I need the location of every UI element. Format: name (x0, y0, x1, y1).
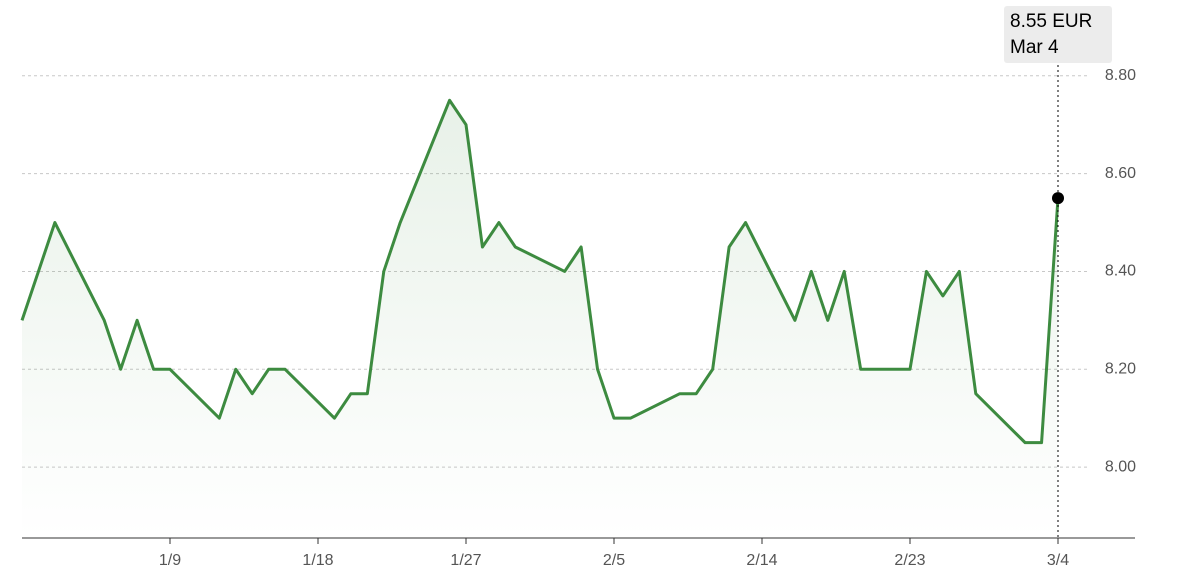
line (20, 98, 1060, 445)
x-tick-label: 1/18 (302, 552, 333, 569)
y-tick-label: 8.00 (1105, 458, 1136, 475)
tooltip: 8.55 EUR Mar 4 (1004, 6, 1112, 63)
x-tick-label: 2/14 (746, 552, 777, 569)
y-tick-label: 8.40 (1105, 263, 1136, 280)
tooltip-date: Mar 4 (1010, 37, 1059, 58)
x-tick-label: 2/23 (894, 552, 925, 569)
x-tick-label: 1/9 (159, 552, 181, 569)
x-tick-label: 3/4 (1047, 552, 1069, 569)
x-tick-label: 1/27 (450, 552, 481, 569)
area (22, 100, 1058, 538)
y-tick-label: 8.80 (1105, 67, 1136, 84)
tooltip-value: 8.55 EUR (1010, 11, 1092, 32)
tooltip-box (1004, 6, 1112, 63)
y-tick-label: 8.20 (1105, 360, 1136, 377)
hover-point (1052, 192, 1064, 205)
y-tick-label: 8.60 (1105, 165, 1136, 182)
x-tick-label: 2/5 (603, 552, 625, 569)
